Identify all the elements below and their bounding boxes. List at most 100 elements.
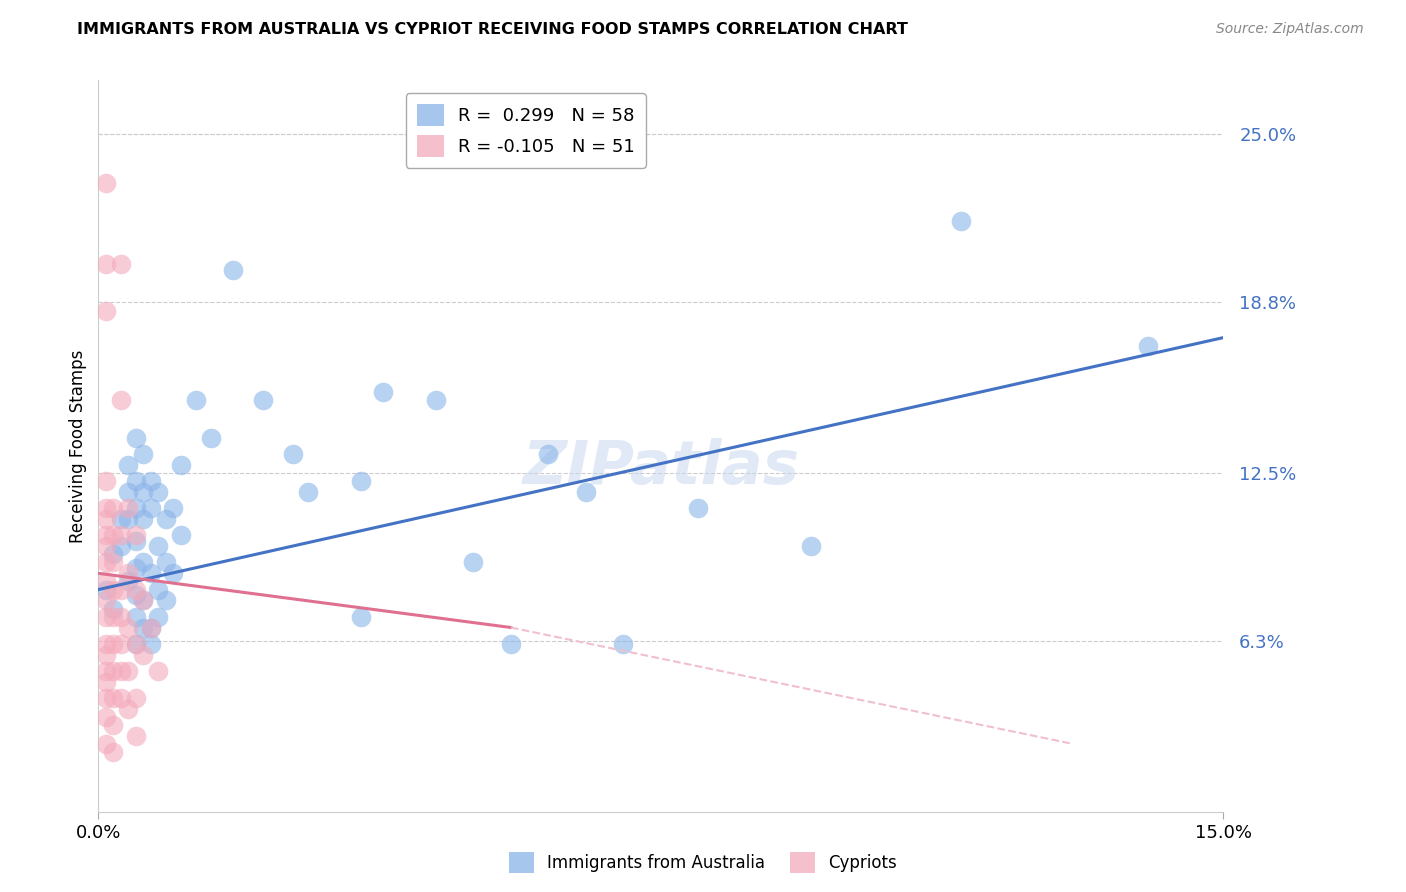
Point <box>103 601 125 615</box>
Point <box>162 566 184 581</box>
Point <box>132 512 155 526</box>
Text: Source: ZipAtlas.com: Source: ZipAtlas.com <box>1216 22 1364 37</box>
Point <box>117 574 139 589</box>
Point <box>148 485 170 500</box>
Point <box>103 609 125 624</box>
Point <box>103 528 125 542</box>
Point <box>125 431 148 445</box>
Point <box>94 303 117 318</box>
Point <box>575 485 598 500</box>
Point <box>110 512 132 526</box>
Point <box>350 609 373 624</box>
Point <box>110 539 132 553</box>
Point <box>139 620 162 634</box>
Point <box>283 447 305 461</box>
Point <box>103 556 125 570</box>
Point <box>117 512 139 526</box>
Point <box>110 690 132 705</box>
Point <box>94 574 117 589</box>
Point <box>139 620 162 634</box>
Point <box>688 501 710 516</box>
Point <box>94 674 117 689</box>
Legend: Immigrants from Australia, Cypriots: Immigrants from Australia, Cypriots <box>502 846 904 880</box>
Point <box>170 458 193 472</box>
Point <box>94 664 117 678</box>
Point <box>139 637 162 651</box>
Point <box>132 556 155 570</box>
Point <box>139 501 162 516</box>
Y-axis label: Receiving Food Stamps: Receiving Food Stamps <box>69 350 87 542</box>
Point <box>103 718 125 732</box>
Point <box>117 458 139 472</box>
Point <box>125 582 148 597</box>
Point <box>132 485 155 500</box>
Point <box>94 556 117 570</box>
Point <box>125 729 148 743</box>
Point <box>117 620 139 634</box>
Point <box>184 392 207 407</box>
Point <box>170 528 193 542</box>
Point <box>94 501 117 516</box>
Point <box>373 384 395 399</box>
Point <box>222 263 245 277</box>
Point <box>148 609 170 624</box>
Point <box>297 485 319 500</box>
Point <box>125 533 148 548</box>
Point <box>110 392 132 407</box>
Point <box>612 637 634 651</box>
Point <box>94 512 117 526</box>
Point <box>125 690 148 705</box>
Text: IMMIGRANTS FROM AUSTRALIA VS CYPRIOT RECEIVING FOOD STAMPS CORRELATION CHART: IMMIGRANTS FROM AUSTRALIA VS CYPRIOT REC… <box>77 22 908 37</box>
Point <box>117 664 139 678</box>
Point <box>200 431 222 445</box>
Point <box>139 474 162 488</box>
Point <box>132 447 155 461</box>
Point <box>148 539 170 553</box>
Point <box>94 737 117 751</box>
Point <box>537 447 560 461</box>
Point <box>125 561 148 575</box>
Point <box>132 593 155 607</box>
Point <box>103 501 125 516</box>
Point <box>125 501 148 516</box>
Point <box>94 593 117 607</box>
Point <box>132 593 155 607</box>
Point <box>125 474 148 488</box>
Point <box>117 485 139 500</box>
Point <box>155 556 177 570</box>
Point <box>103 582 125 597</box>
Point <box>94 258 117 272</box>
Point <box>155 512 177 526</box>
Point <box>94 609 117 624</box>
Point <box>110 664 132 678</box>
Point <box>110 582 132 597</box>
Point <box>110 609 132 624</box>
Point <box>499 637 522 651</box>
Point <box>103 637 125 651</box>
Point <box>110 637 132 651</box>
Point <box>94 690 117 705</box>
Point <box>125 637 148 651</box>
Point <box>94 474 117 488</box>
Point <box>139 566 162 581</box>
Point <box>110 258 132 272</box>
Text: ZIPatlas: ZIPatlas <box>522 439 800 498</box>
Point <box>1137 339 1160 353</box>
Point <box>148 582 170 597</box>
Point <box>94 637 117 651</box>
Point <box>800 539 823 553</box>
Point <box>148 664 170 678</box>
Point <box>949 214 972 228</box>
Point <box>94 539 117 553</box>
Point <box>132 620 155 634</box>
Point <box>110 528 132 542</box>
Point <box>94 528 117 542</box>
Point <box>94 582 117 597</box>
Point <box>132 648 155 662</box>
Point <box>94 710 117 724</box>
Point <box>463 556 485 570</box>
Point <box>103 547 125 561</box>
Point <box>94 176 117 190</box>
Point <box>117 702 139 716</box>
Point <box>125 637 148 651</box>
